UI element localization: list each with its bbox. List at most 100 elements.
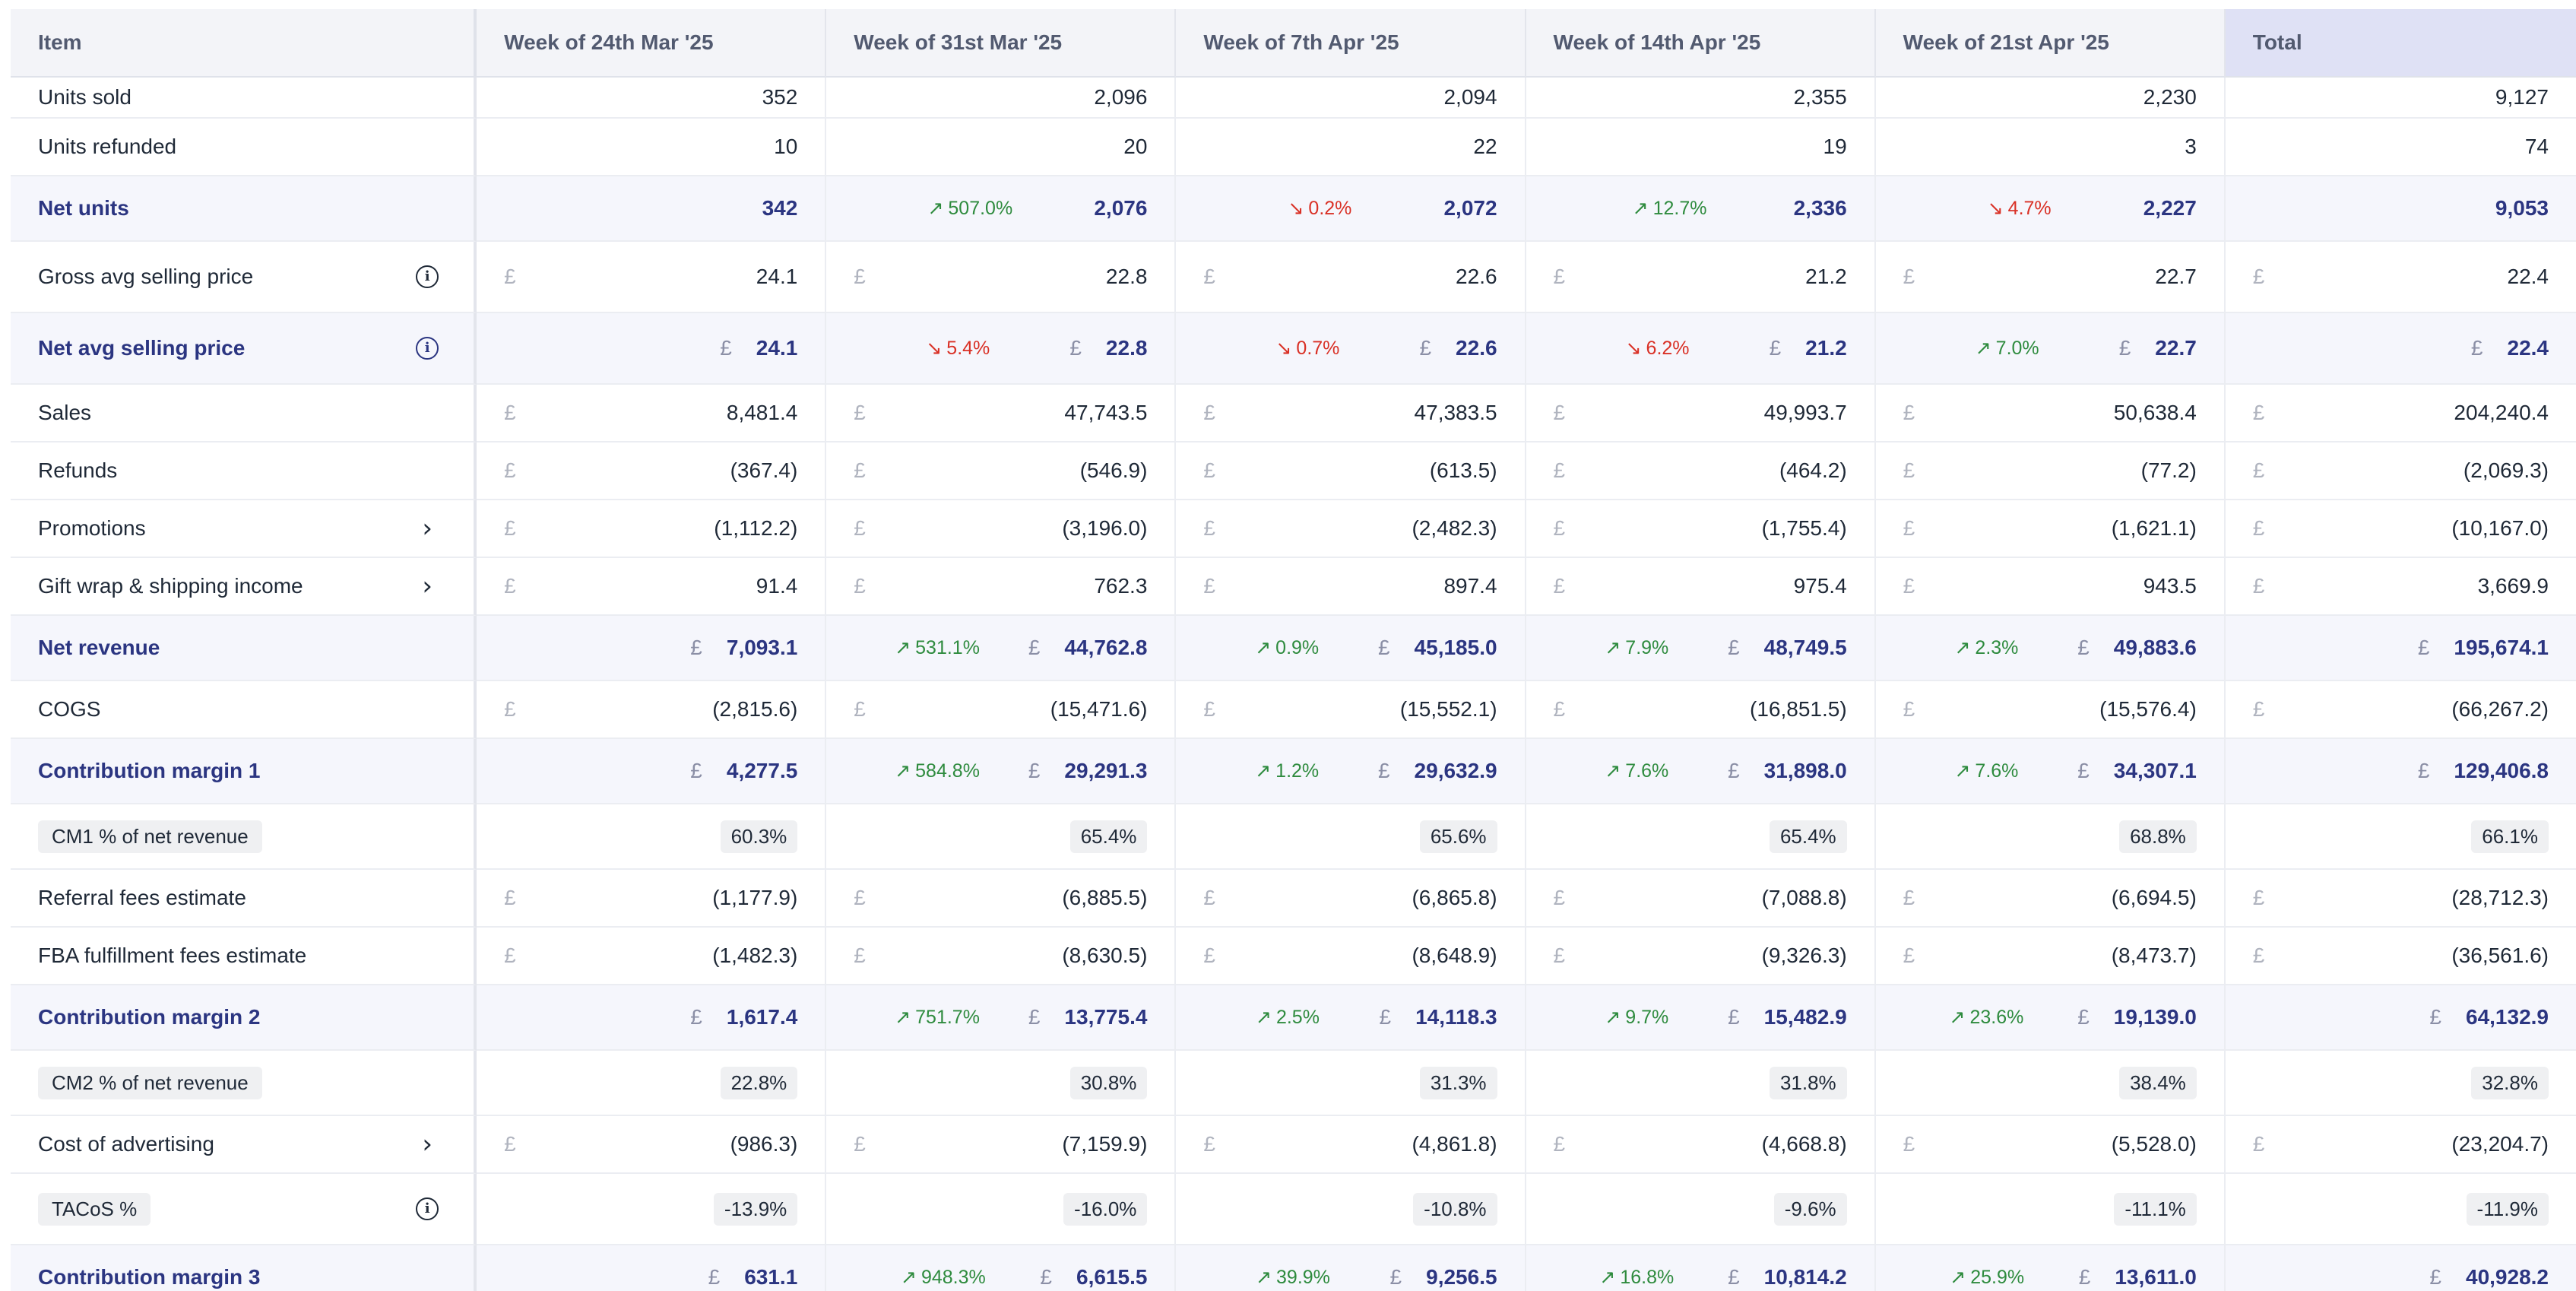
week-value-cell: £ (1,177.9)	[477, 870, 827, 928]
value: 48,749.5	[1763, 636, 1847, 659]
total-cell: 9,127	[2225, 78, 2576, 119]
currency-symbol: £	[1419, 336, 1432, 360]
week-value-cell: 2.5% £14,118.3	[1176, 985, 1526, 1051]
change-indicator: 6.2%	[1626, 337, 1690, 360]
cell-content: £ (15,471.6)	[826, 697, 1174, 722]
row-label-cell[interactable]: Cost of advertising ›	[11, 1116, 477, 1174]
change-wrapper: 6.2%	[1554, 337, 1762, 360]
week-value-cell: 38.4%	[1875, 1051, 2226, 1116]
value: (4,861.8)	[1412, 1132, 1497, 1156]
change-indicator: 16.8%	[1599, 1266, 1674, 1289]
change-wrapper: 584.8%	[854, 760, 1021, 782]
cell-content: 4.7% 2,227	[1876, 196, 2224, 220]
chevron-right-icon[interactable]: ›	[414, 515, 440, 541]
table-row-cm1-of-net-revenue: CM1 % of net revenue 60.3% 65.4% 65.6% 65.4%…	[11, 804, 2576, 870]
value: 129,406.8	[2454, 759, 2549, 782]
row-label-cell[interactable]: Net avg selling price i	[11, 313, 477, 385]
change-wrapper: 5.4%	[854, 337, 1062, 360]
week-value-cell: 948.3% £6,615.5	[826, 1245, 1177, 1291]
week-value-cell: £897.4	[1176, 558, 1526, 616]
column-header-week[interactable]: Week of 31st Mar '25	[826, 9, 1177, 78]
column-header-week[interactable]: Week of 24th Mar '25	[477, 9, 827, 78]
total-cell: -11.9%	[2225, 1174, 2576, 1245]
currency-symbol: £	[1728, 759, 1740, 782]
week-value-cell: £ (15,576.4)	[1875, 681, 2226, 739]
week-value-cell: £1,617.4	[477, 985, 827, 1051]
cell-content: £ (15,576.4)	[1876, 697, 2224, 722]
column-header-week[interactable]: Week of 7th Apr '25	[1176, 9, 1526, 78]
currency-symbol: £	[690, 636, 702, 659]
value: 22.4	[2507, 265, 2549, 288]
row-label: Gift wrap & shipping income	[38, 574, 303, 598]
cell-content: £1,617.4	[477, 1005, 825, 1029]
value: 40,928.2	[2466, 1265, 2549, 1289]
chevron-right-icon[interactable]: ›	[414, 573, 440, 599]
week-value-cell: 25.9% £13,611.0	[1875, 1245, 2226, 1291]
row-label-cell[interactable]: TACoS % i	[11, 1174, 477, 1245]
currency-symbol: £	[1203, 944, 1215, 967]
cell-content: £ (6,865.8)	[1176, 886, 1524, 910]
week-value-cell: 7.0% £22.7	[1875, 313, 2226, 385]
value: (8,630.5)	[1062, 944, 1148, 967]
row-label: CM1 % of net revenue	[38, 820, 262, 853]
cell-content: £21.2	[1526, 265, 1874, 289]
cell-content: 2.3% £49,883.6	[1876, 636, 2224, 660]
column-header-week[interactable]: Week of 14th Apr '25	[1526, 9, 1876, 78]
cell-content: -13.9%	[477, 1192, 825, 1226]
change-indicator: 12.7%	[1633, 197, 1707, 220]
week-value-cell: £47,743.5	[826, 385, 1177, 442]
cell-content: 65.6%	[1176, 820, 1524, 853]
row-label-cell[interactable]: Promotions ›	[11, 500, 477, 558]
info-icon[interactable]: i	[414, 264, 440, 290]
cell-content: 31.8%	[1526, 1066, 1874, 1099]
change-wrapper: 9.7%	[1554, 1006, 1721, 1029]
currency-symbol: £	[690, 1005, 702, 1029]
week-value-cell: £21.2	[1526, 242, 1876, 313]
row-label: Units sold	[38, 85, 131, 109]
currency-symbol: £	[1028, 759, 1041, 782]
row-label: Net revenue	[38, 636, 160, 659]
change-wrapper: 1.2%	[1203, 760, 1370, 782]
chevron-glyph: ›	[422, 1129, 433, 1159]
cell-content: £ (2,815.6)	[477, 697, 825, 722]
value: (15,552.1)	[1399, 697, 1497, 721]
change-wrapper: 7.9%	[1554, 636, 1721, 659]
row-label-cell[interactable]: Gift wrap & shipping income ›	[11, 558, 477, 616]
row-label-cell[interactable]: Gross avg selling price i	[11, 242, 477, 313]
info-icon[interactable]: i	[414, 335, 440, 361]
currency-symbol: £	[1389, 1265, 1402, 1289]
percentage-pill: 68.8%	[2119, 820, 2197, 853]
percentage-pill: 31.8%	[1769, 1066, 1847, 1099]
percentage-pill: 66.1%	[2471, 820, 2549, 853]
cell-content: £ (546.9)	[826, 458, 1174, 483]
row-label-cell: Units refunded	[11, 119, 477, 176]
pnl-table: Item Week of 24th Mar '25 Week of 31st M…	[11, 9, 2576, 1291]
total-cell: £ (28,712.3)	[2225, 870, 2576, 928]
table-row-cost-of-advertising: Cost of advertising › £ (986.3) £ (7,159.9) £ (…	[11, 1116, 2576, 1174]
row-label: Gross avg selling price	[38, 265, 254, 288]
week-value-cell: £ (8,648.9)	[1176, 928, 1526, 985]
row-label: Units refunded	[38, 135, 177, 158]
column-header-week[interactable]: Week of 21st Apr '25	[1875, 9, 2226, 78]
row-label: COGS	[38, 697, 101, 721]
column-header-total[interactable]: Total	[2225, 9, 2576, 78]
currency-symbol: £	[504, 697, 516, 721]
chevron-right-icon[interactable]: ›	[414, 1131, 440, 1157]
change-percent: 751.7%	[915, 1006, 980, 1028]
value: 2,230	[2143, 85, 2197, 109]
row-label-cell: Referral fees estimate	[11, 870, 477, 928]
table-row-referral-fees-estimate: Referral fees estimate £ (1,177.9) £ (6,885.…	[11, 870, 2576, 928]
cell-content: £ (66,267.2)	[2226, 697, 2576, 722]
cell-content: 38.4%	[1876, 1066, 2224, 1099]
row-label-cell: Net units	[11, 176, 477, 242]
cell-content: £204,240.4	[2226, 401, 2576, 425]
currency-symbol: £	[1903, 886, 1915, 909]
column-header-item[interactable]: Item	[11, 9, 477, 78]
week-value-cell: £ (464.2)	[1526, 442, 1876, 500]
row-label: CM2 % of net revenue	[38, 1066, 262, 1099]
change-percent: 0.7%	[1296, 337, 1340, 359]
currency-symbol: £	[1903, 516, 1915, 540]
info-icon[interactable]: i	[414, 1196, 440, 1222]
change-wrapper: 0.9%	[1203, 636, 1370, 659]
total-cell: 9,053	[2225, 176, 2576, 242]
